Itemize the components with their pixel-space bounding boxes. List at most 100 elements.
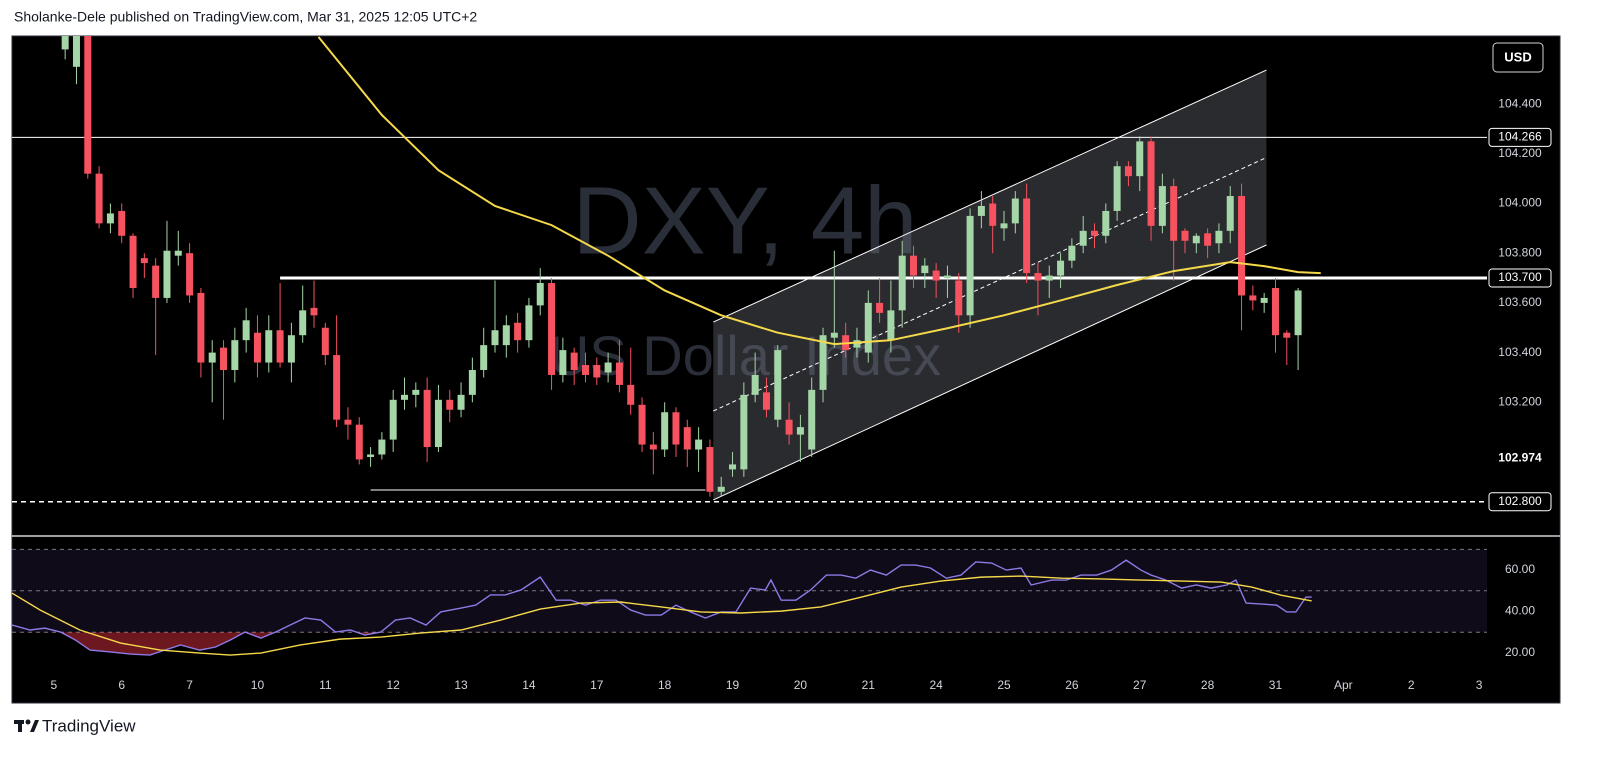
level-label: 103.700 (1498, 270, 1542, 284)
candle-body (819, 335, 827, 390)
watermark-subtitle: US Dollar Index (549, 324, 941, 387)
candle-body (446, 399, 454, 410)
candle-body (174, 250, 182, 256)
axes: 104.400 104.200 104.000 103.800 103.600 103.4… (51, 96, 1552, 692)
rsi-tick-label: 60.00 (1505, 562, 1535, 576)
candle-body (1068, 245, 1076, 261)
x-tick-label: 20 (794, 678, 808, 692)
level-label-box (1488, 127, 1552, 147)
candle-body (559, 350, 567, 375)
candle-body (401, 394, 409, 400)
candle-body (661, 412, 669, 450)
candle-body (1023, 198, 1031, 274)
x-tick-label: 26 (1065, 678, 1079, 692)
candle-body (796, 427, 804, 435)
watermark-title: DXY, 4h (572, 167, 917, 274)
candle-body (570, 352, 578, 370)
x-tick-label: 10 (251, 678, 265, 692)
candle-body (61, 36, 69, 50)
x-tick-label: 3 (1476, 678, 1483, 692)
candle-body (762, 392, 770, 410)
candle-body (1079, 230, 1087, 246)
candle-body (921, 265, 929, 274)
y-tick-label: 103.800 (1498, 245, 1542, 259)
candle-body (152, 265, 160, 298)
rsi-tick-label: 20.00 (1505, 645, 1535, 659)
candle-body (423, 389, 431, 448)
x-tick-label: 19 (726, 678, 740, 692)
candle-body (977, 205, 985, 216)
candle-body (84, 36, 92, 174)
price-pane (12, 36, 1487, 503)
x-tick-label: 12 (387, 678, 401, 692)
candle-body (706, 447, 714, 492)
candle-body (1249, 295, 1257, 301)
candle-body (638, 404, 646, 445)
candle-body (106, 213, 114, 224)
candle-body (1090, 230, 1098, 236)
candle-body (1113, 166, 1121, 211)
candle-body (140, 258, 148, 264)
candle-body (604, 362, 612, 373)
candle-body (751, 374, 759, 395)
candle-body (943, 275, 951, 279)
rsi-tick-label: 40.00 (1505, 604, 1535, 618)
candle-body (683, 427, 691, 450)
candle-body (1181, 230, 1189, 241)
currency-label[interactable]: USD (1504, 49, 1531, 64)
level-label-box (1488, 492, 1552, 512)
candle-body (276, 330, 284, 363)
candle-body (649, 444, 657, 450)
candle-body (72, 36, 80, 67)
candle-body (1034, 273, 1042, 281)
candle-body (186, 253, 194, 296)
rsi-line (12, 559, 1312, 656)
level-label-box (1488, 268, 1552, 288)
last-price-box (1489, 449, 1551, 468)
candle-body (729, 464, 737, 470)
candle-body (627, 384, 635, 405)
candle-body (536, 283, 544, 306)
candle-body (1271, 287, 1279, 336)
candle-body (389, 399, 397, 440)
level-label: 104.266 (1498, 130, 1542, 144)
candle-body (480, 345, 488, 370)
candle-body (253, 332, 261, 363)
currency-button[interactable] (1492, 42, 1544, 73)
candle-body (514, 322, 522, 341)
candle-body (502, 325, 510, 346)
candle-body (1204, 233, 1212, 246)
candle-body (321, 327, 329, 356)
x-tick-label: 13 (454, 678, 468, 692)
candle-body (1011, 198, 1019, 224)
chart-frame (11, 35, 1561, 704)
x-tick-label: 2 (1408, 678, 1415, 692)
candle-body (785, 419, 793, 435)
x-tick-label: 21 (862, 678, 876, 692)
candle-body (615, 362, 623, 385)
channel-upper (713, 69, 1267, 323)
rsi-ma-line (12, 575, 1312, 656)
candle-body (830, 332, 838, 338)
candle-body (287, 335, 295, 363)
candle-body (197, 292, 205, 363)
candle-body (242, 320, 250, 341)
candle-body (367, 454, 375, 457)
candle-body (1147, 141, 1155, 226)
y-tick-label: 103.400 (1498, 345, 1542, 359)
y-tick-label: 104.200 (1498, 146, 1542, 160)
y-tick-label: 103.600 (1498, 295, 1542, 309)
candle-body (1226, 196, 1234, 231)
candle-body (457, 394, 465, 410)
rsi-pane (12, 548, 1487, 656)
brand-logo (14, 719, 39, 732)
candle-body (412, 389, 420, 395)
brand-text: TradingView (42, 716, 136, 735)
x-tick-label: 27 (1133, 678, 1147, 692)
candle-body (333, 355, 341, 420)
candle-body (468, 369, 476, 395)
candle-body (1057, 260, 1065, 276)
candle-body (1283, 332, 1291, 338)
candle-body (1260, 297, 1268, 303)
